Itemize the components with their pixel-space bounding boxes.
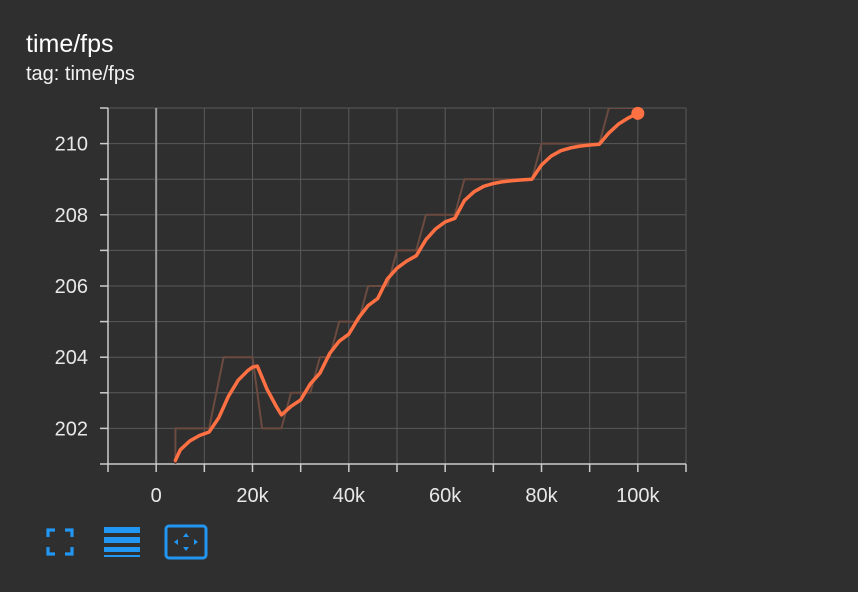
x-tick-label: 40k xyxy=(333,485,366,507)
smoothed-series-line xyxy=(173,111,640,463)
fit-domain-button[interactable] xyxy=(164,522,208,562)
y-tick-label: 208 xyxy=(55,205,88,227)
fit-domain-icon xyxy=(164,524,208,560)
raw-series-line xyxy=(174,108,639,464)
x-tick-label: 20k xyxy=(236,485,269,507)
x-tick-label: 0 xyxy=(151,485,162,507)
line-chart: 0 20k 40k 60k 80k 100k 202 204 206 208 210 xyxy=(55,106,687,507)
card-title: time/fps xyxy=(26,30,114,58)
card-tag: tag: time/fps xyxy=(26,63,135,85)
y-tick-label: 210 xyxy=(55,134,88,156)
x-tick-label: 80k xyxy=(525,485,558,507)
x-tick-label: 100k xyxy=(616,485,660,507)
fullscreen-button[interactable] xyxy=(40,522,80,562)
y-tick-label: 202 xyxy=(55,418,88,440)
last-point-marker xyxy=(631,106,645,120)
y-tick-label: 206 xyxy=(55,276,88,298)
y-tick-label: 204 xyxy=(55,347,88,369)
x-tick-label: 60k xyxy=(429,485,462,507)
fullscreen-icon xyxy=(46,528,74,556)
data-table-icon xyxy=(104,527,140,557)
toggle-data-table-button[interactable] xyxy=(102,522,142,562)
